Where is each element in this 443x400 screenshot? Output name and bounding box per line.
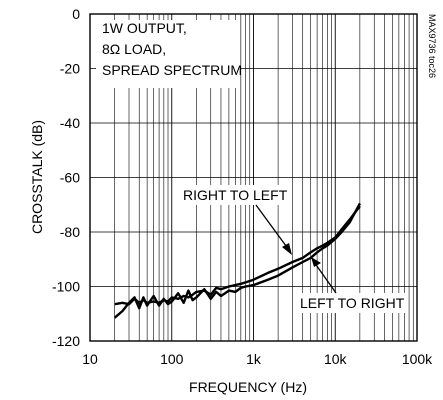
condition-line-2: 8Ω LOAD, <box>102 41 166 57</box>
x-axis-label: FREQUENCY (Hz) <box>189 379 307 395</box>
annotation-background-right-to-left <box>181 185 287 205</box>
x-tick-labels: 10 100 1k 10k 100k <box>82 351 433 367</box>
annotation-right-to-left: RIGHT TO LEFT <box>183 187 288 203</box>
annotation-background-left-to-right <box>298 293 406 313</box>
plot-frame <box>89 13 418 342</box>
y-tick-label: 0 <box>72 6 80 22</box>
y-tick-label: -40 <box>60 115 80 131</box>
y-tick-labels: 0 -20 -40 -60 -80 -100 -120 <box>52 6 80 349</box>
y-axis-label: CROSSTALK (dB) <box>29 120 45 234</box>
arrowhead-left-to-right <box>311 257 321 267</box>
x-tick-label: 100 <box>160 351 184 367</box>
x-tick-label: 10 <box>82 351 98 367</box>
arrowhead-right-to-left <box>282 243 292 255</box>
condition-line-1: 1W OUTPUT, <box>102 20 187 36</box>
arrow-left-to-right <box>313 261 337 294</box>
y-tick-label: -20 <box>60 61 80 77</box>
series-line-1 <box>113 202 361 319</box>
y-tick-label: -100 <box>52 279 80 295</box>
part-code-background <box>420 12 432 102</box>
y-tick-label: -60 <box>60 170 80 186</box>
annotation-left-to-right: LEFT TO RIGHT <box>300 295 405 311</box>
conditions-box <box>96 20 240 88</box>
condition-line-3: SPREAD SPECTRUM <box>102 62 242 78</box>
y-tick-label: -120 <box>52 333 80 349</box>
x-tick-label: 100k <box>402 351 433 367</box>
x-tick-label: 10k <box>324 351 348 367</box>
y-tick-label: -80 <box>60 224 80 240</box>
arrow-right-to-left <box>255 204 290 251</box>
part-code: MAX9736 toc26 <box>427 14 437 78</box>
x-tick-label: 1k <box>246 351 262 367</box>
series-group <box>113 202 361 319</box>
